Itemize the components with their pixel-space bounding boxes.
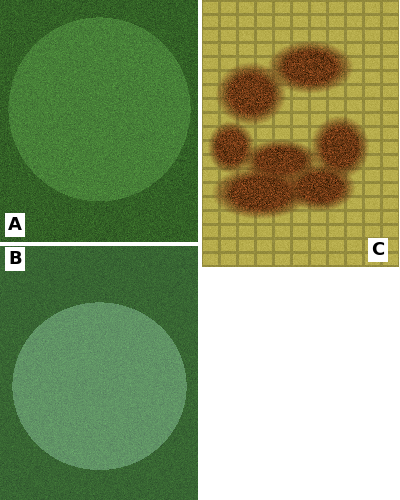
Text: A: A [8, 216, 22, 234]
Text: C: C [371, 241, 384, 259]
Text: B: B [8, 250, 22, 268]
